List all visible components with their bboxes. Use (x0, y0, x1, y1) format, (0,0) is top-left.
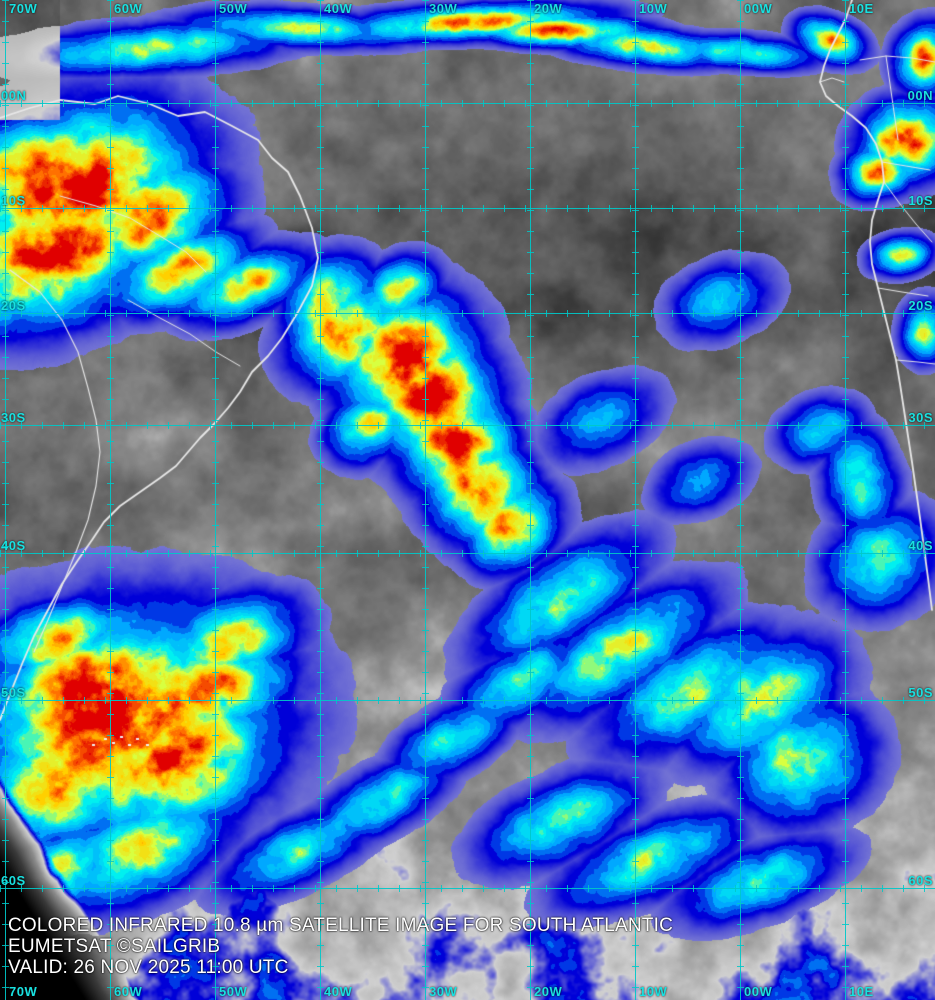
satellite-image-viewer: 70W 70W 60W 60W 50W 50W 40W 40W 30W 30W 20W 20W 10W 1… (0, 0, 935, 1000)
infrared-satellite-image (0, 0, 935, 1000)
